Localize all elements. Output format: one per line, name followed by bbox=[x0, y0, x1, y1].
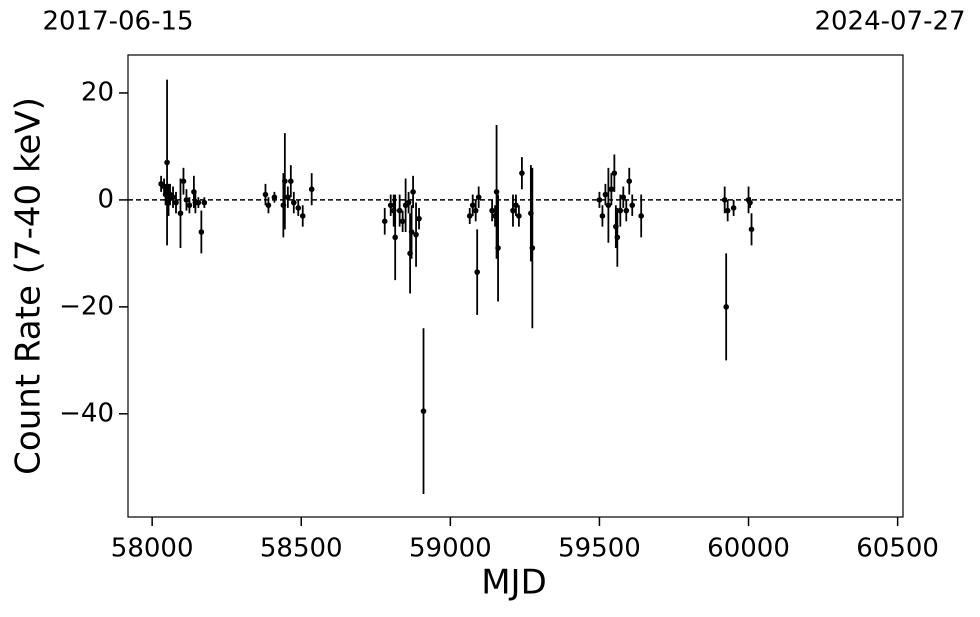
data-point bbox=[475, 194, 482, 201]
data-point bbox=[280, 202, 287, 209]
data-point bbox=[282, 178, 288, 184]
data-point bbox=[290, 199, 297, 206]
data-point bbox=[405, 199, 412, 206]
data-point bbox=[469, 202, 476, 209]
data-point bbox=[599, 213, 606, 219]
data-point bbox=[721, 197, 728, 203]
data-point bbox=[614, 234, 621, 241]
data-point bbox=[408, 229, 415, 235]
data-point bbox=[748, 226, 755, 233]
data-point bbox=[195, 199, 202, 206]
data-point bbox=[629, 202, 636, 209]
data-point bbox=[173, 199, 179, 206]
data-point bbox=[265, 202, 272, 209]
y-tick-label: 20 bbox=[81, 77, 114, 107]
data-point bbox=[164, 159, 170, 166]
x-tick-label: 60500 bbox=[856, 534, 939, 564]
y-tick-label: −20 bbox=[59, 291, 114, 321]
data-point bbox=[170, 194, 176, 201]
y-tick-label: −40 bbox=[59, 398, 114, 428]
y-axis-label: Count Rate (7-40 keV) bbox=[9, 97, 49, 475]
data-point bbox=[416, 215, 422, 222]
x-axis-label: MJD bbox=[481, 563, 547, 603]
data-point bbox=[299, 213, 306, 219]
end-date: 2024-07-27 bbox=[814, 7, 965, 37]
x-tick-label: 59000 bbox=[409, 534, 492, 564]
data-point bbox=[183, 197, 190, 203]
data-point bbox=[495, 245, 501, 251]
data-point bbox=[191, 189, 197, 195]
data-point bbox=[201, 199, 208, 206]
data-point bbox=[620, 194, 627, 201]
data-point bbox=[623, 207, 630, 214]
data-point bbox=[285, 194, 291, 201]
data-point bbox=[165, 197, 172, 203]
data-point bbox=[602, 191, 609, 198]
data-point bbox=[407, 250, 413, 257]
data-point bbox=[198, 229, 205, 235]
data-point bbox=[161, 183, 167, 190]
data-point bbox=[177, 210, 184, 217]
x-tick-label: 58000 bbox=[111, 534, 194, 564]
data-point bbox=[308, 186, 315, 193]
data-point bbox=[288, 178, 294, 184]
data-point bbox=[613, 223, 619, 230]
data-point bbox=[392, 234, 398, 241]
data-point bbox=[605, 202, 612, 209]
data-point bbox=[724, 207, 731, 214]
data-point bbox=[262, 191, 269, 198]
data-point bbox=[271, 194, 278, 201]
start-date: 2017-06-15 bbox=[42, 7, 193, 37]
data-point bbox=[396, 207, 403, 214]
data-point bbox=[510, 207, 516, 214]
data-point bbox=[519, 170, 525, 176]
data-point bbox=[180, 178, 187, 184]
plot-frame bbox=[127, 54, 904, 518]
data-point bbox=[387, 202, 394, 209]
data-point bbox=[420, 408, 427, 414]
data-point bbox=[186, 202, 193, 209]
data-point bbox=[723, 304, 729, 310]
data-point bbox=[626, 178, 633, 184]
data-point bbox=[492, 213, 498, 219]
data-point bbox=[513, 202, 519, 209]
data-point bbox=[474, 269, 480, 275]
data-point bbox=[528, 210, 534, 217]
data-point bbox=[399, 218, 406, 225]
data-point bbox=[516, 213, 522, 219]
data-point bbox=[390, 207, 397, 214]
data-point bbox=[413, 231, 419, 238]
x-tick-label: 60000 bbox=[707, 534, 790, 564]
data-point bbox=[162, 191, 169, 198]
data-point bbox=[489, 207, 495, 214]
data-point bbox=[472, 207, 479, 214]
data-point bbox=[638, 213, 644, 219]
data-point bbox=[295, 205, 302, 211]
data-point bbox=[381, 218, 388, 225]
data-point bbox=[608, 186, 615, 193]
x-tick-label: 58500 bbox=[260, 534, 343, 564]
data-point bbox=[596, 197, 603, 203]
x-tick-label: 59500 bbox=[558, 534, 641, 564]
data-point bbox=[410, 189, 416, 195]
y-tick-label: 0 bbox=[97, 184, 114, 214]
data-point bbox=[466, 213, 473, 219]
data-point bbox=[493, 189, 500, 195]
data-point bbox=[611, 170, 618, 176]
data-point bbox=[529, 245, 536, 251]
data-point bbox=[730, 205, 737, 211]
data-point bbox=[617, 207, 624, 214]
data-point bbox=[747, 199, 753, 206]
